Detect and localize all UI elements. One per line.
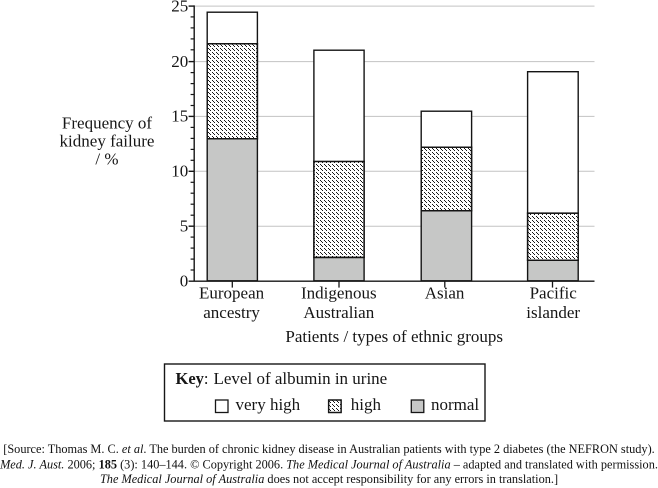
svg-text:[Source: Thomas M. C. et al. T: [Source: Thomas M. C. et al. The burden … <box>3 442 655 456</box>
svg-text:25: 25 <box>171 0 188 15</box>
svg-text:The Medical Journal of Austral: The Medical Journal of Australia does no… <box>100 472 558 486</box>
svg-text:5: 5 <box>180 217 189 236</box>
svg-text:Patients / types of ethnic gro: Patients / types of ethnic groups <box>285 327 503 346</box>
svg-text:0: 0 <box>180 272 189 291</box>
svg-text:Frequency of: Frequency of <box>62 114 153 133</box>
svg-text:20: 20 <box>171 52 188 71</box>
svg-text:islander: islander <box>526 303 580 322</box>
svg-text:high: high <box>351 395 382 414</box>
svg-text:Key:: Key: <box>176 369 209 388</box>
svg-text:kidney failure: kidney failure <box>60 132 155 151</box>
svg-text:Pacific: Pacific <box>530 284 578 303</box>
svg-text:normal: normal <box>431 395 479 414</box>
svg-text:Med. J. Aust. 2006; 185 (3): 1: Med. J. Aust. 2006; 185 (3): 140–144. © … <box>0 458 658 472</box>
svg-text:/ %: / % <box>95 150 118 169</box>
svg-text:Indigenous: Indigenous <box>301 284 377 303</box>
svg-text:European: European <box>199 284 265 303</box>
svg-text:very high: very high <box>236 395 301 414</box>
svg-text:Asian: Asian <box>425 284 465 303</box>
svg-text:Australian: Australian <box>303 303 374 322</box>
svg-text:ancestry: ancestry <box>203 303 260 322</box>
svg-text:10: 10 <box>171 162 188 181</box>
svg-text:15: 15 <box>171 107 188 126</box>
svg-text:Level of albumin in urine: Level of albumin in urine <box>214 369 388 388</box>
